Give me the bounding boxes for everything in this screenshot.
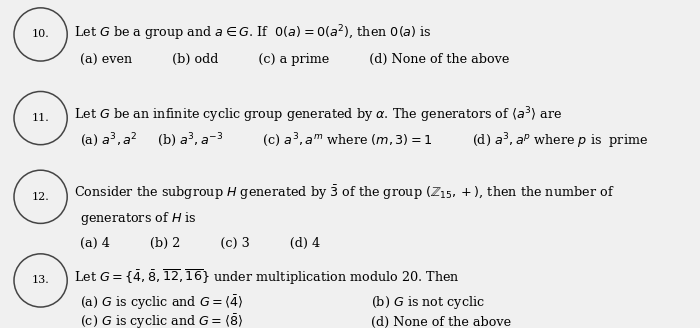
Text: (a) 4          (b) 2          (c) 3          (d) 4: (a) 4 (b) 2 (c) 3 (d) 4 (80, 237, 321, 250)
Text: Consider the subgroup $H$ generated by $\bar{3}$ of the group $(\mathbb{Z}_{15},: Consider the subgroup $H$ generated by $… (74, 183, 614, 202)
Text: (c) $G$ is cyclic and $G = \langle \bar{8} \rangle$: (c) $G$ is cyclic and $G = \langle \bar{… (80, 313, 244, 328)
Text: (d) None of the above: (d) None of the above (371, 316, 511, 328)
Text: (a) $a^3, a^2$     (b) $a^3, a^{-3}$          (c) $a^3, a^m$ where $(m, 3) = 1$ : (a) $a^3, a^2$ (b) $a^3, a^{-3}$ (c) $a^… (80, 132, 649, 152)
Text: (b) $G$ is not cyclic: (b) $G$ is not cyclic (371, 294, 485, 311)
Text: Let $G$ be an infinite cyclic group generated by $\alpha$. The generators of $\l: Let $G$ be an infinite cyclic group gene… (74, 105, 562, 125)
Text: (a) $G$ is cyclic and $G = \langle \bar{4} \rangle$: (a) $G$ is cyclic and $G = \langle \bar{… (80, 293, 244, 312)
Text: Let $G$ be a group and $a \in G$. If  $0(a) = 0(a^2)$, then $0(a)$ is: Let $G$ be a group and $a \in G$. If $0(… (74, 23, 431, 43)
Text: 13.: 13. (32, 276, 50, 285)
Text: generators of $H$ is: generators of $H$ is (80, 210, 197, 227)
Text: 11.: 11. (32, 113, 50, 123)
Text: Let $G = \{\bar{4}, \bar{8}, \overline{12}, \overline{16}\}$ under multiplicatio: Let $G = \{\bar{4}, \bar{8}, \overline{1… (74, 268, 459, 287)
Text: (a) even          (b) odd          (c) a prime          (d) None of the above: (a) even (b) odd (c) a prime (d) None of… (80, 53, 510, 66)
Text: 12.: 12. (32, 192, 50, 202)
Text: 10.: 10. (32, 30, 50, 39)
